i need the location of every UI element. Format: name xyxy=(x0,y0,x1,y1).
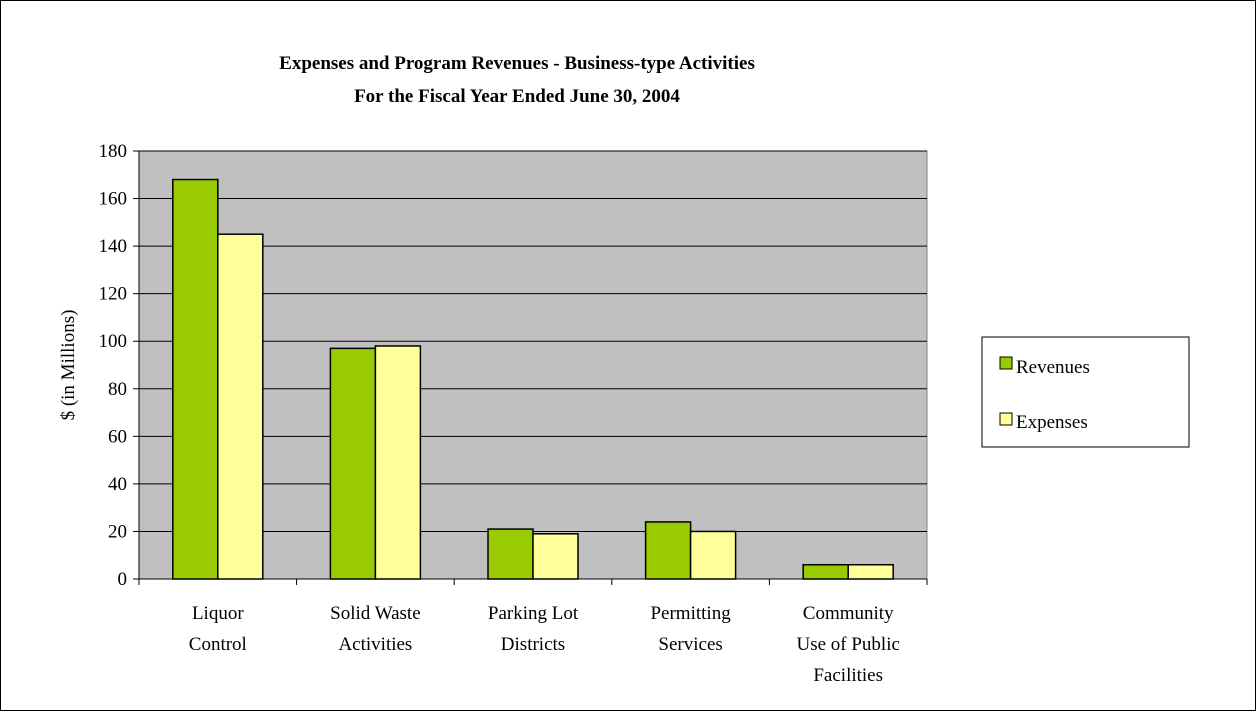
category-label: Parking Lot Districts xyxy=(488,603,579,655)
axes xyxy=(138,151,927,580)
bar-revenues-2 xyxy=(487,528,534,580)
y-tick-label: 80 xyxy=(108,379,127,400)
legend: Revenues Expenses xyxy=(981,336,1190,448)
y-tick-label: 20 xyxy=(108,521,127,542)
legend-box xyxy=(981,336,1190,448)
y-tick-label: 160 xyxy=(99,189,128,210)
y-axis-title: $ (in Millions) xyxy=(58,310,79,421)
chart-title: Expenses and Program Revenues - Business… xyxy=(279,53,755,74)
chart-subtitle: For the Fiscal Year Ended June 30, 2004 xyxy=(354,86,680,107)
bar-revenues-1 xyxy=(329,347,377,580)
legend-label-expenses: Expenses xyxy=(1016,412,1088,433)
plot-area xyxy=(138,150,928,580)
bar-expenses-1 xyxy=(374,345,422,580)
category-label: Solid Waste Activities xyxy=(330,603,420,655)
y-tick-label: 120 xyxy=(99,284,128,305)
bar-expenses-3 xyxy=(689,530,737,580)
legend-label-revenues: Revenues xyxy=(1016,357,1090,378)
y-tick-label: 40 xyxy=(108,474,127,495)
category-label: Community Use of Public Facilities xyxy=(796,603,899,686)
bar-revenues-0 xyxy=(172,178,219,580)
category-label: Permitting Services xyxy=(650,603,731,655)
y-tick-label: 180 xyxy=(99,141,128,162)
bars xyxy=(172,178,894,580)
bar-expenses-0 xyxy=(217,233,264,580)
bar-expenses-4 xyxy=(847,563,894,580)
x-ticks xyxy=(138,579,928,585)
category-label: Liquor Control xyxy=(189,603,247,655)
legend-swatch-expenses xyxy=(999,412,1013,426)
y-tick-label: 60 xyxy=(108,426,127,447)
legend-swatch-revenues xyxy=(999,356,1013,370)
y-tick-label: 100 xyxy=(99,331,128,352)
y-tick-label: 0 xyxy=(118,569,128,590)
bar-revenues-4 xyxy=(802,563,849,580)
gridlines xyxy=(139,150,927,532)
y-ticks: 0 20 40 60 80 100 120 140 160 180 xyxy=(99,141,139,590)
bar-revenues-3 xyxy=(644,521,692,580)
bar-expenses-2 xyxy=(532,533,579,580)
y-tick-label: 140 xyxy=(99,236,128,257)
category-labels: Liquor Control Solid Waste Activities Parkin… xyxy=(189,603,900,686)
